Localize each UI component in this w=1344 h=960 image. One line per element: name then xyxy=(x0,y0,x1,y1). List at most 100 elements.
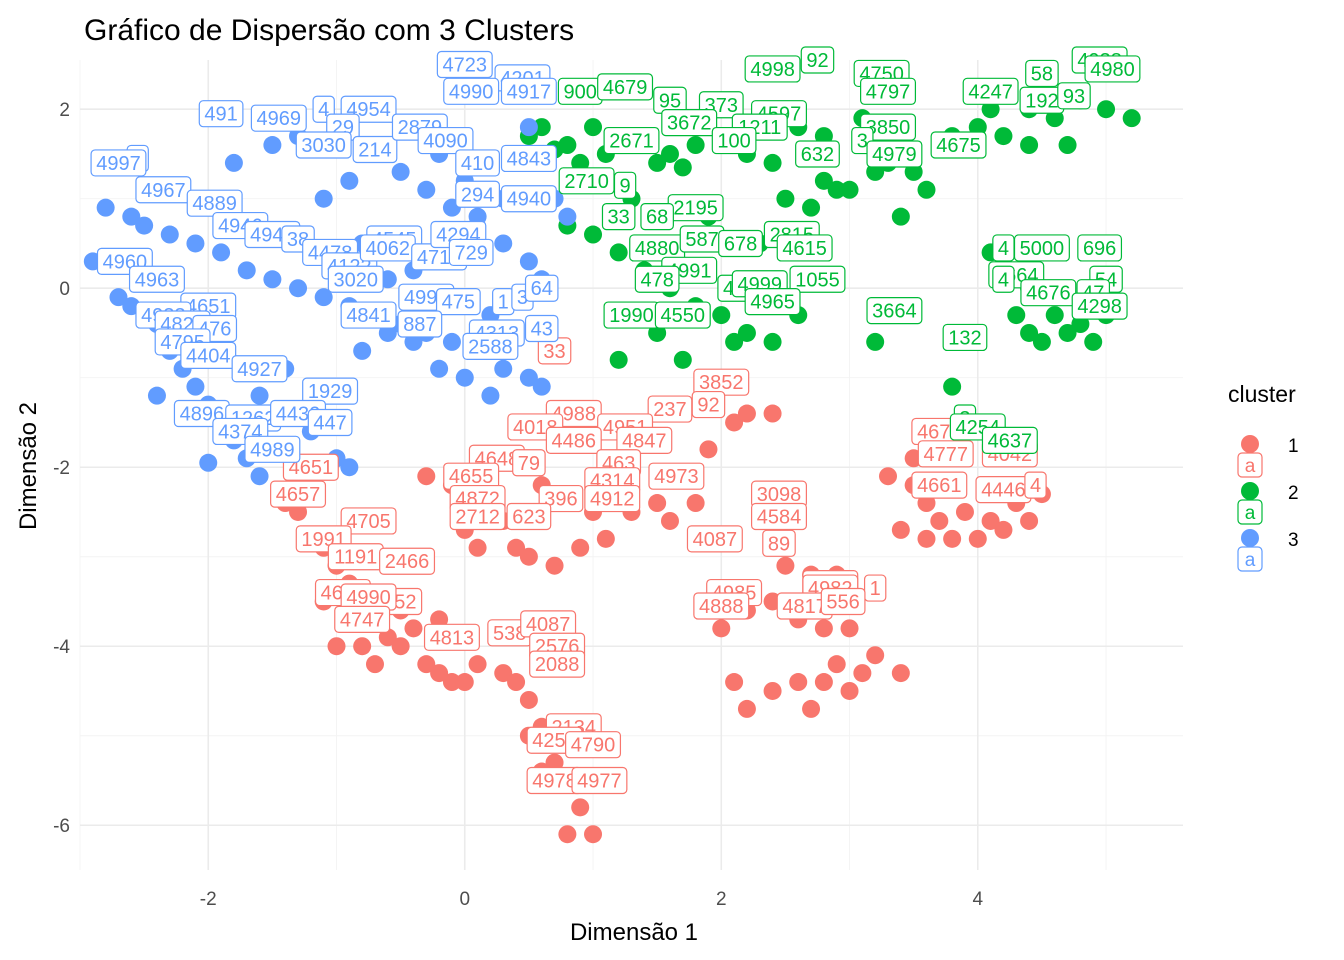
point-label-box xyxy=(379,547,436,575)
point-label-text: 5000 xyxy=(1020,238,1065,260)
data-point-cluster-3 xyxy=(314,288,333,307)
x-axis-label: Dimensão 1 xyxy=(570,919,698,946)
data-point-cluster-3 xyxy=(186,377,205,396)
point-label-box xyxy=(435,288,481,316)
point-label-text: 4963 xyxy=(135,269,180,291)
point-label-box xyxy=(992,265,1015,293)
data-point-cluster-2 xyxy=(660,144,679,163)
point-label-text: 3030 xyxy=(301,135,346,157)
data-point-cluster-1 xyxy=(404,619,423,638)
point-label-box xyxy=(565,731,622,759)
point-label-box xyxy=(640,203,674,231)
point-label-box xyxy=(334,605,391,633)
point-label-text: 410 xyxy=(461,153,494,175)
point-label-text: 4446 xyxy=(981,480,1026,502)
point-label: 587 xyxy=(679,225,725,253)
point-label-box xyxy=(512,449,546,477)
data-point-cluster-3 xyxy=(109,288,128,307)
point-label: 33 xyxy=(601,203,636,231)
point-labels: 3338529223749884951401844864847464879463… xyxy=(90,46,1141,795)
point-label-text: 4705 xyxy=(346,511,391,533)
data-point-cluster-1 xyxy=(442,673,461,692)
point-label: 4965 xyxy=(744,288,801,316)
point-label: 68 xyxy=(640,203,674,231)
point-label: 4087 xyxy=(686,525,743,553)
point-label: 100 xyxy=(711,126,757,155)
point-label-box xyxy=(686,525,743,553)
legend-point-key xyxy=(1241,435,1259,453)
data-point-cluster-1 xyxy=(391,637,410,656)
data-point-cluster-2 xyxy=(1032,332,1051,351)
data-point-cluster-3 xyxy=(314,189,333,208)
data-point-cluster-3 xyxy=(442,332,461,351)
point-label: 4940 xyxy=(500,185,557,213)
point-label: 4657 xyxy=(270,480,327,508)
point-label-box xyxy=(198,100,244,128)
point-label-text: 1 xyxy=(870,578,881,600)
point-label-text: 3 xyxy=(517,287,528,309)
point-label-text: 4977 xyxy=(577,770,622,792)
point-label: 4963 xyxy=(128,265,185,293)
data-point-cluster-2 xyxy=(673,350,692,369)
point-label-box xyxy=(455,180,500,208)
data-point-cluster-2 xyxy=(686,136,705,155)
data-point-cluster-1 xyxy=(648,494,667,513)
point-label-box xyxy=(449,502,506,531)
point-label: 92 xyxy=(800,46,835,74)
point-label: 3852 xyxy=(693,368,750,396)
point-label-text: 4889 xyxy=(192,193,237,215)
point-label-box xyxy=(397,310,443,338)
point-label-text: 4584 xyxy=(757,506,802,528)
point-label-text: 4979 xyxy=(872,144,917,166)
point-label: 4062 xyxy=(359,234,416,262)
point-label-text: 4997 xyxy=(96,153,141,175)
point-label: 4 xyxy=(992,265,1015,293)
point-label-text: 4817 xyxy=(782,596,827,618)
point-label: 4550 xyxy=(654,301,711,329)
data-point-cluster-3 xyxy=(391,162,410,181)
point-label-text: 478 xyxy=(640,269,673,291)
data-point-cluster-1 xyxy=(365,655,384,674)
data-point-cluster-1 xyxy=(494,664,513,683)
data-point-cluster-2 xyxy=(891,207,910,226)
data-point-cluster-3 xyxy=(494,234,513,253)
point-label-text: 587 xyxy=(685,229,718,251)
point-label-text: 696 xyxy=(1083,238,1116,260)
data-point-cluster-1 xyxy=(891,664,910,683)
point-label-box xyxy=(789,265,846,293)
data-point-cluster-2 xyxy=(1058,323,1077,342)
point-label: 64 xyxy=(524,274,559,302)
data-point-cluster-1 xyxy=(943,529,962,548)
point-label: 4723 xyxy=(436,50,493,79)
data-point-cluster-2 xyxy=(1084,332,1103,351)
y-tick-label: -2 xyxy=(53,458,70,479)
data-point-cluster-1 xyxy=(776,556,795,575)
data-point-cluster-2 xyxy=(584,118,603,137)
data-point-cluster-2 xyxy=(1097,100,1116,119)
point-label-text: 4087 xyxy=(693,529,738,551)
point-label: 491 xyxy=(198,100,244,128)
data-point-cluster-3 xyxy=(353,341,372,360)
point-label-box xyxy=(744,288,801,316)
data-point-cluster-1 xyxy=(763,681,782,700)
point-label: 4404 xyxy=(180,341,237,369)
point-label-box xyxy=(603,126,660,155)
data-point-cluster-1 xyxy=(430,664,449,683)
data-point-cluster-3 xyxy=(263,136,282,155)
point-label-text: 4896 xyxy=(180,404,225,426)
point-label-text: 214 xyxy=(358,140,391,162)
point-label-box xyxy=(1024,471,1047,499)
data-point-cluster-1 xyxy=(519,547,538,566)
point-label-box xyxy=(340,507,397,535)
point-label-text: 4888 xyxy=(699,596,744,618)
point-label-text: 4247 xyxy=(968,81,1013,103)
point-label: 132 xyxy=(942,323,988,352)
point-label: 4298 xyxy=(1071,292,1128,320)
point-label-text: 4790 xyxy=(571,735,616,757)
point-label-text: 3852 xyxy=(699,372,744,394)
data-point-cluster-2 xyxy=(840,180,859,199)
point-label-box xyxy=(455,149,500,177)
point-label: 3098 xyxy=(750,480,807,508)
point-label-text: 4917 xyxy=(507,81,552,103)
point-label: 2710 xyxy=(558,167,615,195)
